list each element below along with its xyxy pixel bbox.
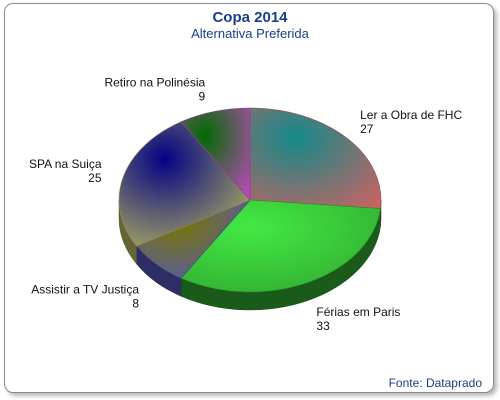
- slice-value-assistir-a-tv-justica: 8: [132, 296, 139, 310]
- pie-sides: [118, 199, 382, 311]
- source-note: Fonte: Dataprado: [389, 376, 483, 390]
- chart-subtitle: Alternativa Preferida: [191, 26, 310, 41]
- slice-ferias-em-paris[interactable]: [180, 199, 381, 293]
- slice-value-spa-na-suica: 25: [88, 171, 102, 185]
- slice-value-ferias-em-paris: 33: [316, 319, 330, 333]
- slice-value-ler-a-obra-de-fhc: 27: [360, 122, 374, 136]
- slice-label-retiro-na-polinesia: Retiro na Polinésia: [104, 75, 205, 89]
- slice-label-assistir-a-tv-justica: Assistir a TV Justiça: [31, 282, 139, 296]
- slice-value-retiro-na-polinesia: 9: [199, 89, 206, 103]
- slice-label-spa-na-suica: SPA na Suiça: [29, 157, 102, 171]
- slice-retiro-na-polinesia[interactable]: [180, 107, 251, 201]
- slice-ler-a-obra-de-fhc[interactable]: [249, 107, 382, 209]
- slice-label-ler-a-obra-de-fhc: Ler a Obra de FHC: [360, 108, 462, 122]
- slice-label-ferias-em-paris: Férias em Paris: [316, 305, 400, 319]
- pie-slices: [118, 107, 382, 293]
- chart-title: Copa 2014: [212, 9, 288, 26]
- slice-spa-na-suica[interactable]: [118, 121, 251, 247]
